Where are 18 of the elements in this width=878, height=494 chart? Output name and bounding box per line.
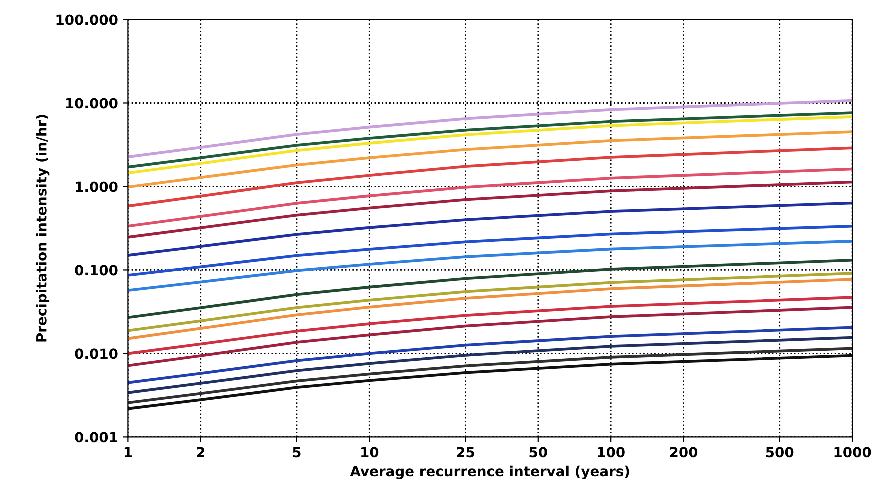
x-tick-label: 25 bbox=[457, 447, 474, 458]
x-tick-label: 100 bbox=[598, 447, 625, 458]
x-tick-label: 5 bbox=[293, 447, 301, 458]
y-tick-label: 100.000 bbox=[56, 14, 118, 26]
x-tick-label: 50 bbox=[530, 447, 548, 458]
x-tick-label: 2 bbox=[197, 447, 204, 458]
x-tick-label: 1000 bbox=[834, 447, 872, 458]
y-axis-title: Precipitation intensity (in/hr) bbox=[36, 115, 50, 342]
x-tick-label: 500 bbox=[766, 447, 794, 458]
x-tick-label: 1 bbox=[124, 447, 132, 458]
y-tick-label: 0.100 bbox=[75, 265, 118, 276]
y-tick-label: 0.010 bbox=[75, 348, 118, 360]
x-tick-label: 200 bbox=[670, 447, 698, 458]
x-tick-label: 10 bbox=[362, 447, 379, 458]
y-tick-label: 0.001 bbox=[75, 432, 118, 443]
y-tick-label: 10.000 bbox=[66, 98, 118, 109]
y-tick-label: 1.000 bbox=[76, 182, 118, 192]
x-axis-title: Average recurrence interval (years) bbox=[350, 466, 630, 480]
